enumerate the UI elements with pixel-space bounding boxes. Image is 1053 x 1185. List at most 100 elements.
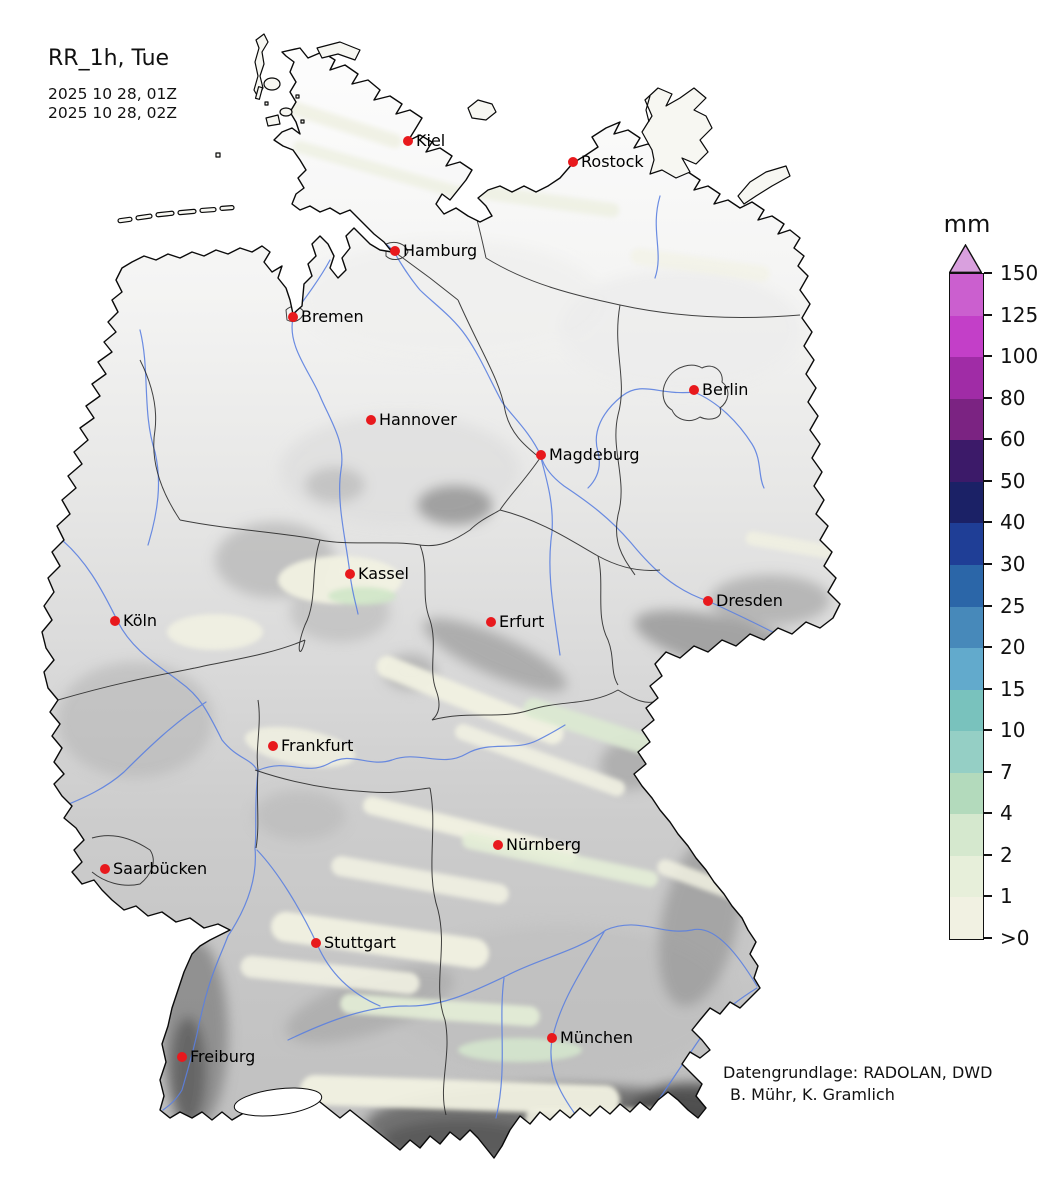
city-nrnberg: Nürnberg (493, 836, 581, 854)
river-saale (540, 457, 561, 656)
colorbar-tick-60 (984, 438, 992, 441)
colorbar (949, 273, 984, 940)
river-elbe (361, 227, 789, 641)
colorbar-tick-label-50: 50 (1000, 468, 1026, 493)
colorbar-segment-8 (950, 564, 983, 607)
river-mosel (63, 701, 207, 807)
city-marker-frankfurt (268, 741, 278, 751)
city-saarbcken: Saarbücken (100, 860, 207, 878)
city-label-hannover: Hannover (379, 410, 457, 429)
city-marker-kln (110, 616, 120, 626)
colorbar-segment-11 (950, 440, 983, 482)
colorbar-tick-150 (984, 272, 992, 274)
city-label-hamburg: Hamburg (403, 241, 478, 260)
colorbar-tick-label-100: 100 (1000, 344, 1039, 369)
colorbar-segment-2 (950, 814, 983, 856)
city-kln: Köln (110, 612, 157, 630)
river-danube (287, 924, 758, 1041)
colorbar-tick-label-125: 125 (1000, 302, 1039, 327)
city-label-bremen: Bremen (301, 307, 364, 326)
city-erfurt: Erfurt (486, 613, 544, 631)
colorbar-tick-20 (984, 646, 992, 649)
colorbar-tick-label-30: 30 (1000, 551, 1026, 576)
city-marker-dresden (703, 596, 713, 606)
colorbar-tick-label-80: 80 (1000, 385, 1026, 410)
colorbar-tick-30 (984, 562, 992, 565)
colorbar-tick-40 (984, 521, 992, 524)
city-label-berlin: Berlin (702, 380, 749, 399)
state-borders-layer (57, 195, 801, 1116)
city-bremen: Bremen (288, 308, 364, 326)
timestamp-lines: 2025 10 28, 01Z 2025 10 28, 02Z (48, 85, 177, 123)
city-magdeburg: Magdeburg (536, 446, 640, 464)
colorbar-tick-7 (984, 770, 992, 773)
city-marker-kiel (403, 136, 413, 146)
city-frankfurt: Frankfurt (268, 737, 353, 755)
colorbar-segment-4 (950, 731, 983, 773)
colorbar-tick-10 (984, 729, 992, 732)
city-marker-nrnberg (493, 840, 503, 850)
colorbar-segment-9 (950, 523, 983, 565)
city-label-nrnberg: Nürnberg (506, 835, 581, 854)
city-marker-berlin (689, 385, 699, 395)
city-dresden: Dresden (703, 592, 783, 610)
city-marker-hamburg (390, 246, 400, 256)
colorbar-ticks: >0 1 2 4 7 10 15 20 25 30 40 50 60 80 100 125 150 (984, 261, 1053, 950)
city-label-kassel: Kassel (358, 564, 409, 583)
islands-layer (117, 33, 791, 224)
river-main (258, 724, 566, 771)
river-peene (654, 195, 661, 279)
city-marker-saarbcken (100, 864, 110, 874)
attribution-line2: B. Mühr, K. Gramlich (730, 1085, 895, 1104)
colorbar-tick-100 (984, 355, 992, 358)
city-label-kiel: Kiel (416, 131, 446, 150)
colorbar-segment-3 (950, 772, 983, 815)
colorbar-tick-50 (984, 479, 992, 482)
city-label-rostock: Rostock (581, 152, 644, 171)
colorbar-segment-7 (950, 606, 983, 649)
page-title: RR_1h, Tue (48, 46, 170, 71)
colorbar-segment-0 (950, 897, 983, 939)
title-block: RR_1h, Tue 2025 10 28, 01Z 2025 10 28, 0… (48, 46, 177, 123)
lake-constance (233, 1087, 323, 1117)
city-marker-magdeburg (536, 450, 546, 460)
colorbar-tick-label-10: 10 (1000, 718, 1026, 743)
city-berlin: Berlin (689, 381, 748, 399)
city-rostock: Rostock (568, 153, 644, 171)
colorbar-tick-label-25: 25 (1000, 593, 1026, 618)
colorbar-arrow-head (949, 244, 982, 273)
colorbar-tick-label-150: 150 (1000, 261, 1039, 285)
colorbar-tick-label-20: 20 (1000, 635, 1026, 660)
colorbar-tick-25 (984, 604, 992, 607)
colorbar-tick-label-4: 4 (1000, 801, 1013, 826)
colorbar-tick-label-2: 2 (1000, 842, 1013, 867)
river-lech (495, 977, 505, 1119)
colorbar-tick-15 (984, 687, 992, 690)
colorbar-segment-6 (950, 648, 983, 690)
city-marker-freiburg (177, 1052, 187, 1062)
colorbar-tick-label-gt0: >0 (1000, 926, 1030, 950)
colorbar-tick-label-1: 1 (1000, 884, 1013, 909)
city-label-freiburg: Freiburg (190, 1047, 256, 1066)
colorbar-segment-13 (950, 357, 983, 399)
city-label-dresden: Dresden (716, 591, 783, 610)
timestamp-end: 2025 10 28, 02Z (48, 104, 177, 122)
colorbar-tick-gt0 (984, 937, 992, 939)
city-label-saarbcken: Saarbücken (113, 859, 208, 878)
city-marker-mnchen (547, 1033, 557, 1043)
colorbar-segment-1 (950, 855, 983, 898)
colorbar-segment-10 (950, 481, 983, 524)
colorbar-tick-label-7: 7 (1000, 759, 1013, 784)
city-marker-rostock (568, 157, 578, 167)
colorbar-tick-label-15: 15 (1000, 676, 1026, 701)
attribution-line1: Datengrundlage: RADOLAN, DWD (723, 1063, 993, 1082)
timestamp-start: 2025 10 28, 01Z (48, 85, 177, 103)
city-label-magdeburg: Magdeburg (549, 445, 640, 464)
city-label-kln: Köln (123, 611, 158, 630)
colorbar-segment-12 (950, 398, 983, 441)
colorbar-tick-2 (984, 853, 992, 856)
city-stuttgart: Stuttgart (311, 934, 396, 952)
city-kassel: Kassel (345, 565, 409, 583)
